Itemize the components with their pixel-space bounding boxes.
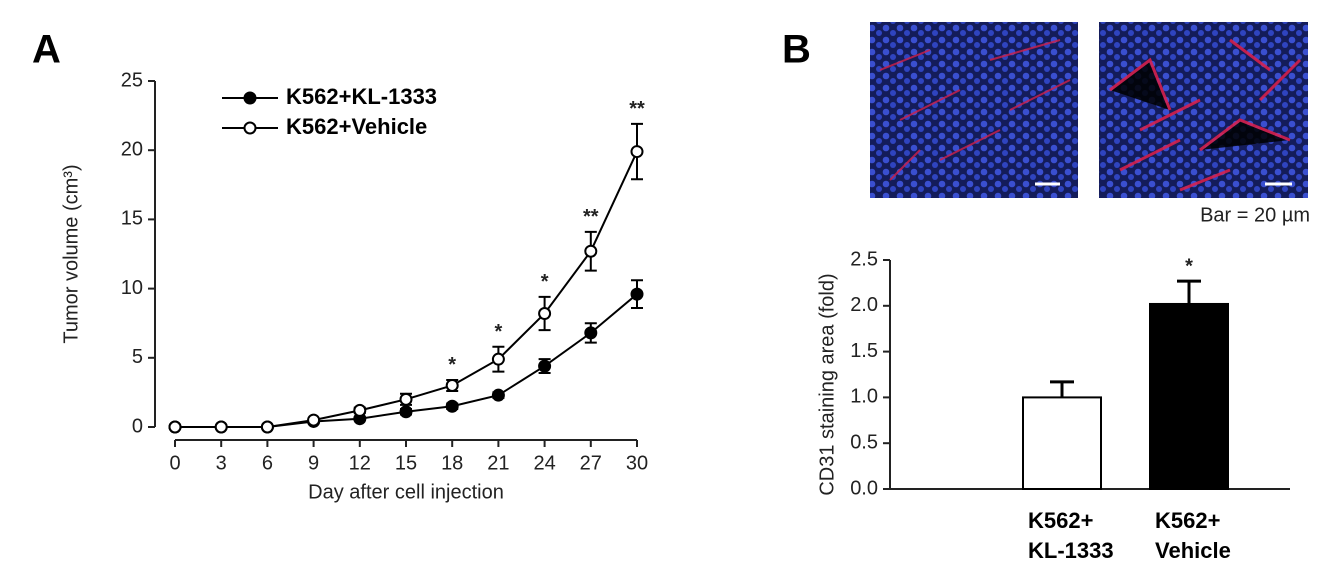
x-tick-label: K562+ [1028,508,1093,533]
y-tick-label: 1.0 [850,386,878,408]
point [445,378,459,392]
point [630,287,644,301]
significance: ** [629,98,645,120]
y-tick-label: 0.0 [850,477,878,499]
micrograph-kl1333 [870,22,1078,198]
point [307,413,321,427]
bar [1149,302,1229,490]
point [584,326,598,340]
micrograph-vehicle [1099,22,1308,198]
error-bar [1050,380,1074,398]
point [491,388,505,402]
significance: * [448,354,456,376]
point [538,359,552,373]
y-tick-label: 0.5 [850,431,878,453]
point [353,403,367,417]
legend-label: K562+KL-1333 [286,84,437,109]
y-axis-label: CD31 staining area (fold) [816,273,838,495]
y-tick-label: 0 [132,415,143,437]
x-tick-label: Vehicle [1155,538,1231,563]
point [399,392,413,406]
x-tick-label: 21 [487,452,509,474]
point [214,420,228,434]
y-tick-label: 20 [121,138,143,160]
significance: ** [583,206,599,228]
x-tick-label: 12 [349,452,371,474]
series-line [175,151,638,428]
y-tick-label: 15 [121,208,143,230]
y-tick-label: 25 [121,69,143,91]
significance: * [495,321,503,343]
point [630,145,644,159]
point [491,352,505,366]
image-caption: Bar = 20 µm [1200,204,1310,226]
x-tick-label: 6 [262,452,273,474]
x-tick-label: 30 [626,452,648,474]
panel-label: A [32,28,61,72]
significance: * [541,271,549,293]
x-tick-label: 24 [533,452,555,474]
legend-marker [243,121,257,135]
x-tick-label: 15 [395,452,417,474]
point [399,405,413,419]
point [260,420,274,434]
x-tick-label: 9 [308,452,319,474]
x-tick-label: 0 [169,452,180,474]
legend-marker [243,91,257,105]
y-tick-label: 2.0 [850,294,878,316]
legend-label: K562+Vehicle [286,114,427,139]
y-tick-label: 10 [121,277,143,299]
point [445,399,459,413]
y-tick-label: 2.5 [850,248,878,270]
x-tick-label: 27 [580,452,602,474]
x-tick-label: 18 [441,452,463,474]
y-tick-label: 1.5 [850,340,878,362]
x-tick-label: K562+ [1155,508,1220,533]
bar [1022,396,1102,490]
x-tick-label: 3 [216,452,227,474]
x-tick-label: KL-1333 [1028,538,1114,563]
error-bar [1177,279,1201,304]
point [584,244,598,258]
x-axis-label: Day after cell injection [308,481,504,503]
y-tick-label: 5 [132,346,143,368]
y-axis-label: Tumor volume (cm³) [60,164,82,343]
panel-label: B [782,28,811,72]
point [538,307,552,321]
point [168,420,182,434]
significance: * [1185,255,1193,277]
